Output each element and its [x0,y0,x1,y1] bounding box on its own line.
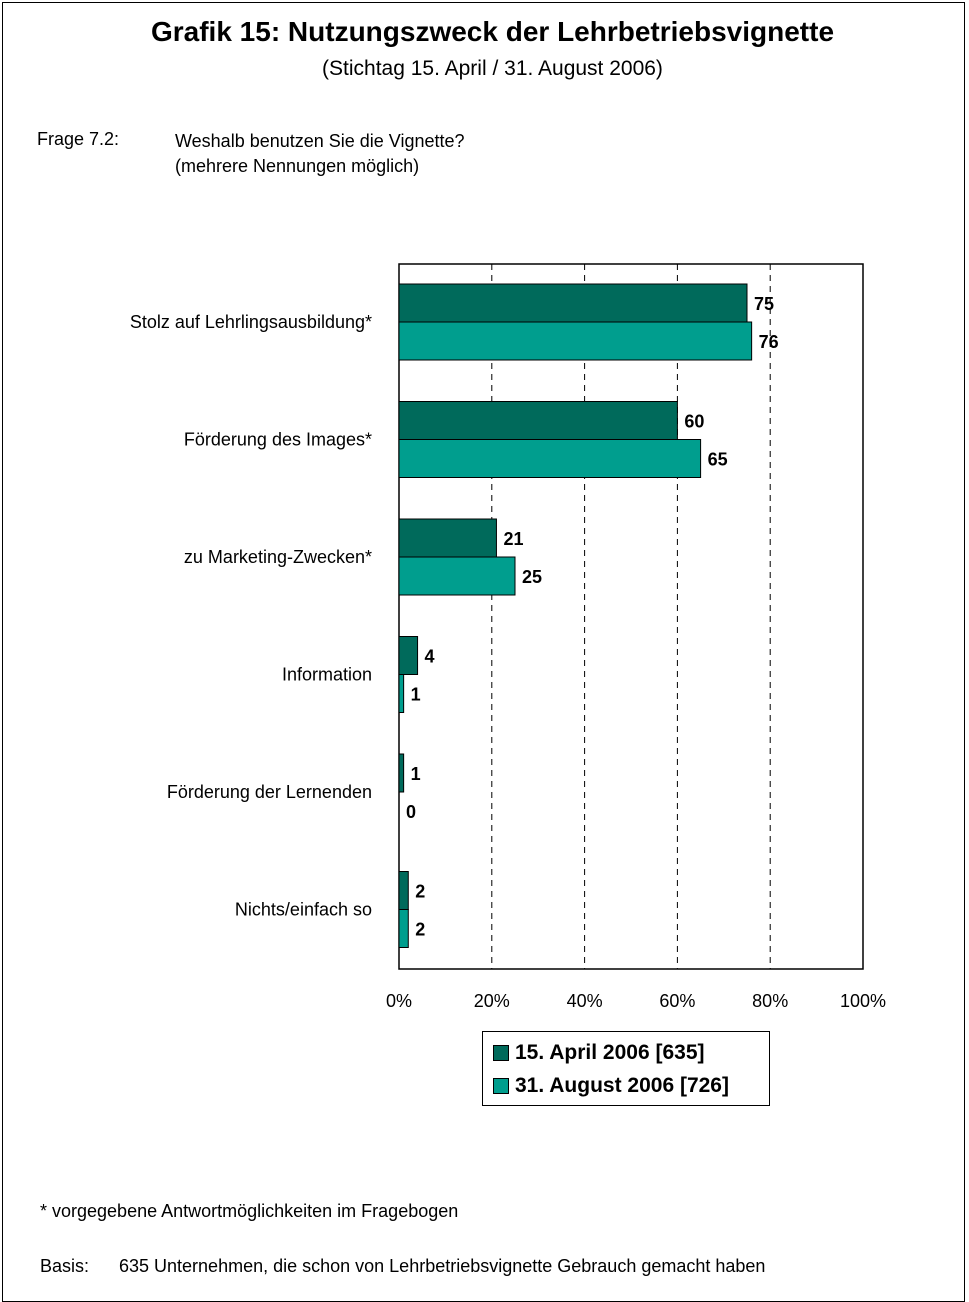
bar [398,518,497,558]
plot-area [398,263,864,970]
data-label: 60 [684,412,704,432]
bar [398,556,516,596]
legend-swatch-series-1 [493,1045,509,1061]
bar [398,909,409,948]
x-tick-label: 80% [752,991,788,1011]
data-label: 2 [415,882,425,902]
data-label: 25 [522,567,542,587]
data-label: 76 [759,332,779,352]
x-tick-label: 40% [567,991,603,1011]
data-label: 1 [411,764,421,784]
category-label: Förderung der Lernenden [167,782,372,802]
data-label: 4 [425,647,435,667]
data-label: 2 [415,920,425,940]
question-text-line1: Weshalb benutzen Sie die Vignette? [175,131,465,151]
legend-item-series-1: 15. April 2006 [635] [493,1041,705,1065]
legend-item-series-2: 31. August 2006 [726] [493,1074,729,1098]
chart-legend: 15. April 2006 [635] 31. August 2006 [72… [482,1031,770,1106]
question-label: Frage 7.2: [37,129,120,149]
data-label: 21 [503,529,523,549]
basis-label: Basis: [40,1256,90,1276]
basis-note: Basis: 635 Unternehmen, die schon von Leh… [40,1256,765,1277]
question-text-line2: (mehrere Nennungen möglich) [175,156,420,176]
bar [398,321,753,361]
bar [398,674,405,713]
bar [398,753,405,793]
data-label: 1 [411,685,421,705]
bar [398,636,419,675]
x-tick-label: 60% [659,991,695,1011]
category-label: zu Marketing-Zwecken* [184,547,372,567]
bar [398,871,409,910]
x-tick-label: 0% [386,991,412,1011]
bar [398,439,702,478]
bar [398,283,748,323]
category-label: Information [282,665,372,685]
question-text: Weshalb benutzen Sie die Vignette? (mehr… [175,129,465,179]
legend-label-series-1: 15. April 2006 [635] [515,1041,705,1064]
x-tick-label: 20% [474,991,510,1011]
data-label: 75 [754,294,774,314]
bar [398,401,678,440]
category-label: Nichts/einfach so [235,900,372,920]
legend-label-series-2: 31. August 2006 [726] [515,1074,729,1097]
category-label: Stolz auf Lehrlingsausbildung* [130,312,372,332]
data-label: 0 [406,802,416,822]
basis-text: 635 Unternehmen, die schon von Lehrbetri… [119,1256,766,1276]
data-label: 65 [708,450,728,470]
legend-swatch-series-2 [493,1078,509,1094]
bar-chart: 0% 20% 40% 60% 80% 100% Stolz auf Lehrlingsaus… [130,263,886,1011]
chart-subtitle: (Stichtag 15. April / 31. August 2006) [322,57,663,80]
chart-title: Grafik 15: Nutzungszweck der Lehrbetrieb… [150,16,835,47]
x-tick-label: 100% [840,991,886,1011]
footnote: * vorgegebene Antwortmöglichkeiten im Fr… [40,1201,459,1221]
category-label: Förderung des Images* [184,430,372,450]
